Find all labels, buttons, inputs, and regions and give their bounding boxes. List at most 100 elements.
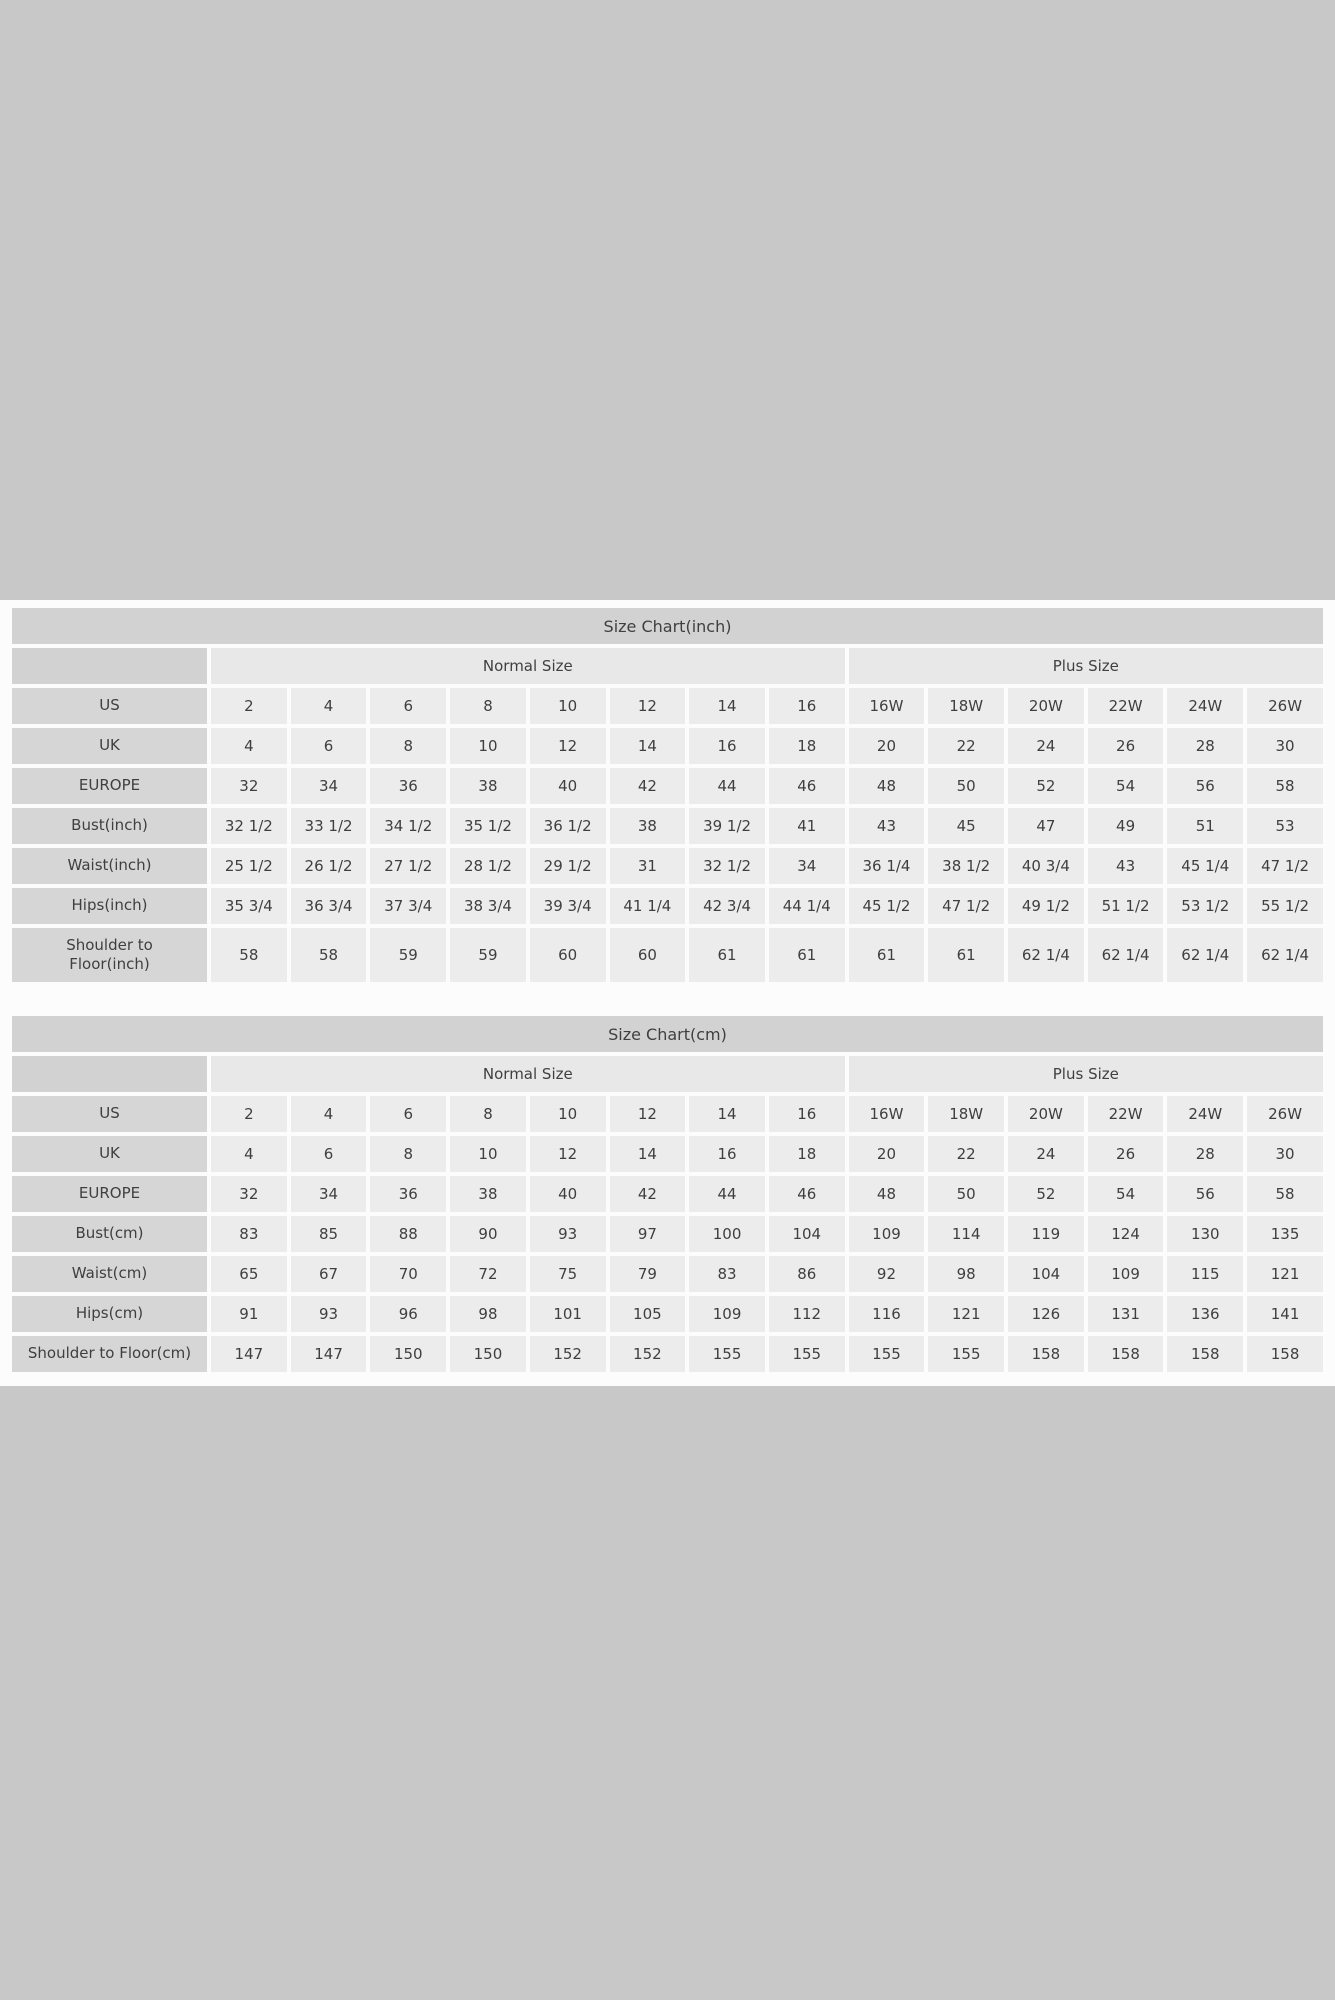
data-cell: 62 1/4 [1167,928,1244,982]
table-title-row: Size Chart(inch) [12,608,1323,644]
data-cell: 10 [529,1096,606,1132]
data-cell: 59 [450,928,526,982]
data-cell: 8 [370,728,447,764]
data-cell: 2 [211,688,287,724]
table-title: Size Chart(inch) [12,608,1323,644]
data-cell: 25 1/2 [211,848,287,884]
data-cell: 54 [1087,768,1164,804]
table-row: US 2 4 6 8 10 12 14 16 16W 18W 20W 22W 24W 26W [12,1096,1323,1132]
data-cell: 4 [211,1136,287,1172]
table-row: Bust(cm) 83 85 88 90 93 97 100 104 109 114 119 124 13… [12,1216,1323,1252]
data-cell: 10 [450,1136,526,1172]
data-cell: 158 [1087,1336,1164,1372]
data-cell: 83 [689,1256,765,1292]
data-cell: 38 3/4 [450,888,526,924]
data-cell: 37 3/4 [370,888,447,924]
data-cell: 34 [290,1176,367,1212]
data-cell: 62 1/4 [1087,928,1164,982]
row-label-us: US [12,1096,207,1132]
table-row: Waist(cm) 65 67 70 72 75 79 83 86 92 98 104 109 115 12… [12,1256,1323,1292]
data-cell: 104 [768,1216,845,1252]
data-cell: 61 [928,928,1005,982]
data-cell: 36 1/4 [848,848,925,884]
data-cell: 45 1/4 [1167,848,1244,884]
data-cell: 20 [848,1136,925,1172]
data-cell: 38 1/2 [928,848,1005,884]
data-cell: 32 [211,768,287,804]
table-title: Size Chart(cm) [12,1016,1323,1052]
group-header-row: Normal Size Plus Size [12,1056,1323,1092]
row-label-us: US [12,688,207,724]
data-cell: 41 1/4 [609,888,686,924]
table-row: UK 4 6 8 10 12 14 16 18 20 22 24 26 28 30 [12,728,1323,764]
data-cell: 46 [768,1176,845,1212]
data-cell: 112 [768,1296,845,1332]
table-row: EUROPE 32 34 36 38 40 42 44 46 48 50 52 54 56 58 [12,1176,1323,1212]
data-cell: 46 [768,768,845,804]
table-row: Bust(inch) 32 1/2 33 1/2 34 1/2 35 1/2 36 1/2… [12,808,1323,844]
data-cell: 40 [529,768,606,804]
data-cell: 109 [1087,1256,1164,1292]
data-cell: 158 [1247,1336,1323,1372]
row-label-shoulder-to-floor-inch: Shoulder to Floor(inch) [12,928,207,982]
data-cell: 24W [1167,1096,1244,1132]
data-cell: 155 [689,1336,765,1372]
data-cell: 40 3/4 [1008,848,1084,884]
data-cell: 6 [370,688,447,724]
data-cell: 100 [689,1216,765,1252]
data-cell: 47 1/2 [928,888,1005,924]
data-cell: 34 [290,768,367,804]
data-cell: 85 [290,1216,367,1252]
data-cell: 16W [848,688,925,724]
data-cell: 79 [609,1256,686,1292]
row-label-waist-cm: Waist(cm) [12,1256,207,1292]
data-cell: 22 [928,1136,1005,1172]
data-cell: 36 1/2 [529,808,606,844]
data-cell: 14 [609,1136,686,1172]
data-cell: 91 [211,1296,287,1332]
data-cell: 39 1/2 [689,808,765,844]
data-cell: 12 [529,1136,606,1172]
data-cell: 131 [1087,1296,1164,1332]
data-cell: 8 [450,1096,526,1132]
data-cell: 67 [290,1256,367,1292]
data-cell: 48 [848,768,925,804]
data-cell: 136 [1167,1296,1244,1332]
size-chart-cm-table: Size Chart(cm) Normal Size Plus Size US 2… [8,1012,1327,1376]
data-cell: 105 [609,1296,686,1332]
data-cell: 98 [928,1256,1005,1292]
data-cell: 58 [290,928,367,982]
data-cell: 4 [290,688,367,724]
data-cell: 18 [768,728,845,764]
data-cell: 42 3/4 [689,888,765,924]
row-label-hips-inch: Hips(inch) [12,888,207,924]
data-cell: 36 [370,768,447,804]
data-cell: 26W [1247,688,1323,724]
data-cell: 2 [211,1096,287,1132]
data-cell: 28 1/2 [450,848,526,884]
data-cell: 36 3/4 [290,888,367,924]
data-cell: 6 [290,728,367,764]
data-cell: 56 [1167,1176,1244,1212]
group-header-plus-size: Plus Size [848,1056,1323,1092]
data-cell: 20W [1008,1096,1084,1132]
data-cell: 42 [609,1176,686,1212]
data-cell: 97 [609,1216,686,1252]
corner-cell [12,1056,207,1092]
row-label-bust-cm: Bust(cm) [12,1216,207,1252]
data-cell: 14 [609,728,686,764]
data-cell: 147 [290,1336,367,1372]
data-cell: 62 1/4 [1008,928,1084,982]
data-cell: 38 [450,1176,526,1212]
data-cell: 56 [1167,768,1244,804]
table-row: Shoulder to Floor(cm) 147 147 150 150 152 152 1… [12,1336,1323,1372]
data-cell: 44 1/4 [768,888,845,924]
data-cell: 86 [768,1256,845,1292]
data-cell: 24W [1167,688,1244,724]
data-cell: 14 [689,1096,765,1132]
data-cell: 31 [609,848,686,884]
data-cell: 20 [848,728,925,764]
data-cell: 42 [609,768,686,804]
data-cell: 32 1/2 [211,808,287,844]
data-cell: 12 [529,728,606,764]
